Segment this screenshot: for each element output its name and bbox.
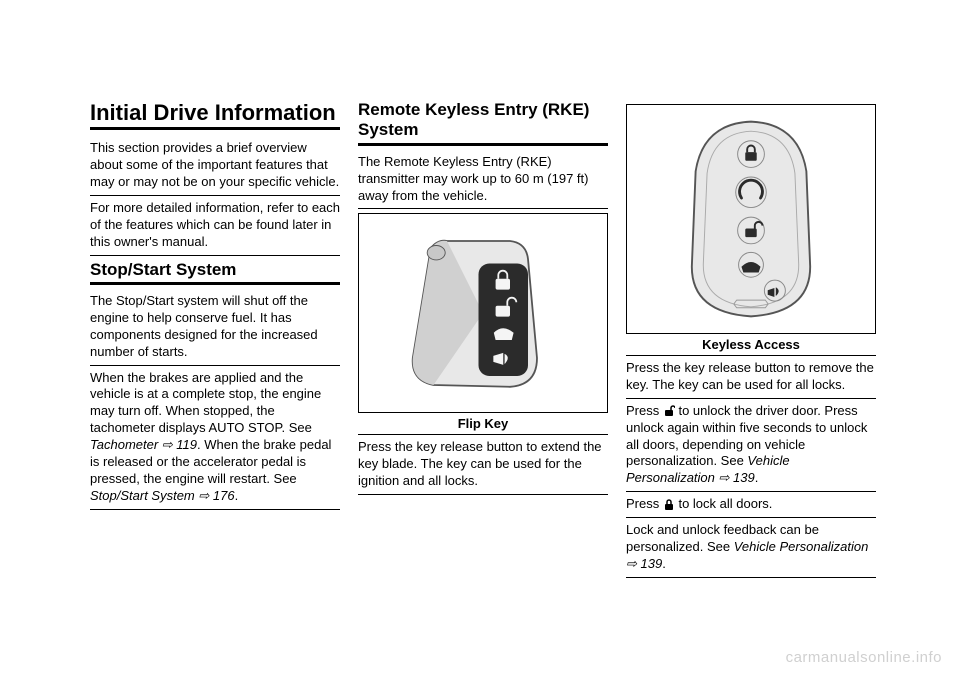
text-fragment: When the brakes are applied and the vehi… [90,370,321,436]
para-stop-start-2: When the brakes are applied and the vehi… [90,366,340,510]
para-keyless-1: Press the key release button to remove t… [626,356,876,399]
para-more-info: For more detailed information, refer to … [90,196,340,256]
text-fragment: to lock all doors. [675,496,773,511]
para-rke-range: The Remote Keyless Entry (RKE) transmitt… [358,150,608,210]
figure-flip-key [358,213,608,413]
keyless-fob-illustration [671,114,831,324]
caption-flip-key: Flip Key [358,413,608,435]
page-content: Initial Drive Information This section p… [90,100,890,578]
text-fragment: Press [626,403,663,418]
lock-icon [663,499,675,511]
text-fragment: . [235,488,239,503]
column-1: Initial Drive Information This section p… [90,100,340,578]
para-keyless-3: Press to lock all doors. [626,492,876,518]
para-keyless-2: Press to unlock the driver door. Press u… [626,399,876,492]
caption-keyless: Keyless Access [626,334,876,356]
column-3: Keyless Access Press the key release but… [626,100,876,578]
para-overview: This section provides a brief overview a… [90,136,340,196]
unlock-icon [663,405,675,417]
para-keyless-4: Lock and unlock feedback can be personal… [626,518,876,578]
para-stop-start-1: The Stop/Start system will shut off the … [90,289,340,366]
column-2: Remote Keyless Entry (RKE) System The Re… [358,100,608,578]
watermark: carmanualsonline.info [786,649,942,666]
flip-key-illustration [393,223,573,403]
text-fragment: . [755,470,759,485]
heading-stop-start: Stop/Start System [90,260,340,285]
heading-rke: Remote Keyless Entry (RKE) System [358,100,608,146]
figure-keyless-fob [626,104,876,334]
ref-tachometer: Tachometer ⇨ 119 [90,437,197,452]
ref-stop-start: Stop/Start System ⇨ 176 [90,488,235,503]
text-fragment: Press [626,496,663,511]
text-fragment: . [662,556,666,571]
para-flip-key: Press the key release button to extend t… [358,435,608,495]
heading-initial-drive: Initial Drive Information [90,100,340,130]
